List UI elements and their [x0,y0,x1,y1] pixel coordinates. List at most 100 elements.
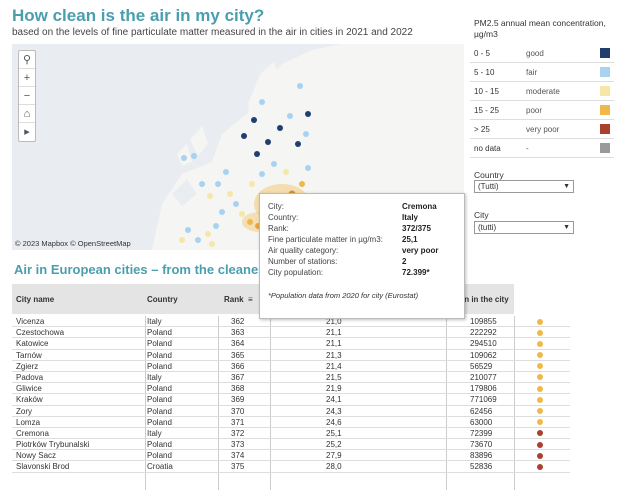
column-divider [270,316,271,490]
home-icon[interactable]: ⌂ [19,105,35,123]
table-row[interactable]: Tarnów Poland 365 21,3 109062 [12,350,570,361]
cell-rank: 362 [231,317,245,326]
cell-rank: 363 [231,328,245,338]
cell-pm-value: 24,3 [326,406,342,416]
legend-swatch [600,86,610,96]
category-dot [537,352,543,359]
chevron-down-icon: ▼ [563,183,570,190]
tooltip-row: City: Cremona [268,202,437,211]
table-row[interactable]: Katowice Poland 364 21,1 294510 [12,338,570,350]
cell-population: 72399 [470,428,493,438]
cell-city: Cremona [16,428,49,438]
cell-city: Tarnów [16,350,42,360]
zoom-in-icon[interactable]: + [19,69,35,87]
legend-swatch [600,143,610,153]
cell-rank: 365 [231,350,245,360]
legend-item[interactable]: 5 - 10 fair [470,63,614,82]
category-dot [537,430,543,437]
category-dot [537,419,543,426]
cell-population: 83896 [470,451,493,461]
cell-population: 73670 [470,440,493,450]
cell-city: Piotrków Trybunalski [16,440,90,450]
table-row[interactable]: Gliwice Poland 368 21,9 179806 [12,383,570,395]
cell-city: Czestochowa [16,328,65,338]
sort-icon[interactable]: ≡ [248,295,253,304]
cell-pm-value: 21,5 [326,372,342,382]
table-row[interactable]: Nowy Sacz Poland 374 27,9 83896 [12,450,570,462]
map-controls: ⚲ + − ⌂ ▸ [18,50,36,142]
cell-city: Zory [16,406,32,416]
cell-population: 222292 [470,328,497,338]
cell-city: Vicenza [16,317,45,326]
category-dot [537,363,543,370]
table-row[interactable]: Lomza Poland 371 24,6 63000 [12,417,570,428]
col-rank[interactable]: Rank [224,295,244,304]
cell-population: 179806 [470,384,497,394]
category-dot [537,452,543,459]
category-dot [537,441,543,448]
cell-rank: 372 [231,428,245,438]
chevron-down-icon: ▼ [563,224,570,231]
cell-rank: 368 [231,384,245,394]
col-city[interactable]: City name [16,295,55,304]
tooltip-row: Number of stations: 2 [268,257,407,266]
legend-item[interactable]: 0 - 5 good [470,44,614,63]
legend-item[interactable]: 15 - 25 poor [470,101,614,120]
cell-city: Zgierz [16,361,39,371]
legend-item[interactable]: 10 - 15 moderate [470,82,614,101]
cell-rank: 369 [231,395,245,405]
cell-pm-value: 21,0 [326,317,342,326]
table-row[interactable]: Kraków Poland 369 24,1 771069 [12,394,570,406]
legend-item[interactable]: > 25 very poor [470,120,614,139]
page-subtitle: based on the levels of fine particulate … [12,27,413,38]
cell-country: Croatia [147,462,173,472]
tooltip-row: Rank: 372/375 [268,224,431,233]
col-population[interactable]: ation in the city [450,295,509,304]
cell-country: Poland [147,451,172,461]
cell-rank: 367 [231,372,245,382]
cell-pm-value: 27,9 [326,451,342,461]
table-row[interactable]: Vicenza Italy 362 21,0 109855 [12,316,570,328]
table-row[interactable]: Piotrków Trybunalski Poland 373 25,2 73670 [12,439,570,451]
legend-swatch [600,105,610,115]
zoom-out-icon[interactable]: − [19,87,35,105]
page-title: How clean is the air in my city? [12,6,265,25]
table-row[interactable]: Czestochowa Poland 363 21,1 222292 [12,327,570,339]
table-row[interactable]: Padova Italy 367 21,5 210077 [12,372,570,384]
cell-population: 210077 [470,372,497,382]
cell-pm-value: 21,3 [326,350,342,360]
column-divider [514,316,515,490]
cell-pm-value: 21,1 [326,339,342,349]
country-filter-select[interactable]: (Tutti) ▼ [474,180,574,193]
legend: 0 - 5 good 5 - 10 fair 10 - 15 moderate 15 … [470,44,614,158]
table-row[interactable]: Zgierz Poland 366 21,4 56529 [12,361,570,372]
cell-rank: 375 [231,462,245,472]
search-icon[interactable]: ⚲ [19,51,35,69]
cell-country: Poland [147,395,172,405]
cell-country: Poland [147,328,172,338]
play-icon[interactable]: ▸ [24,126,30,138]
col-country[interactable]: Country [147,295,178,304]
cell-rank: 364 [231,339,245,349]
city-filter-select[interactable]: (tutti) ▼ [474,221,574,234]
cell-country: Poland [147,406,172,416]
cell-population: 62456 [470,406,493,416]
tooltip-row: Fine particulate matter in µg/m3: 25,1 [268,235,418,244]
cell-country: Italy [147,372,162,382]
legend-title: PM2.5 annual mean concentration, µg/m3 [474,18,606,39]
column-divider [218,316,219,490]
cell-country: Poland [147,384,172,394]
map-attribution[interactable]: © 2023 Mapbox © OpenStreetMap [15,239,131,248]
cell-country: Poland [147,417,172,427]
category-dot [537,374,543,381]
column-divider [446,316,447,490]
legend-item[interactable]: no data - [470,139,614,158]
cell-pm-value: 25,2 [326,440,342,450]
legend-swatch [600,67,610,77]
table-row[interactable]: Slavonski Brod Croatia 375 28,0 52836 [12,461,570,473]
tooltip-note: *Population data from 2020 for city (Eur… [268,291,419,300]
table-row[interactable]: Zory Poland 370 24,3 62456 [12,406,570,417]
table-row[interactable]: Cremona Italy 372 25,1 72399 [12,428,570,440]
tooltip-row: Air quality category: very poor [268,246,439,255]
cell-city: Padova [16,372,44,382]
